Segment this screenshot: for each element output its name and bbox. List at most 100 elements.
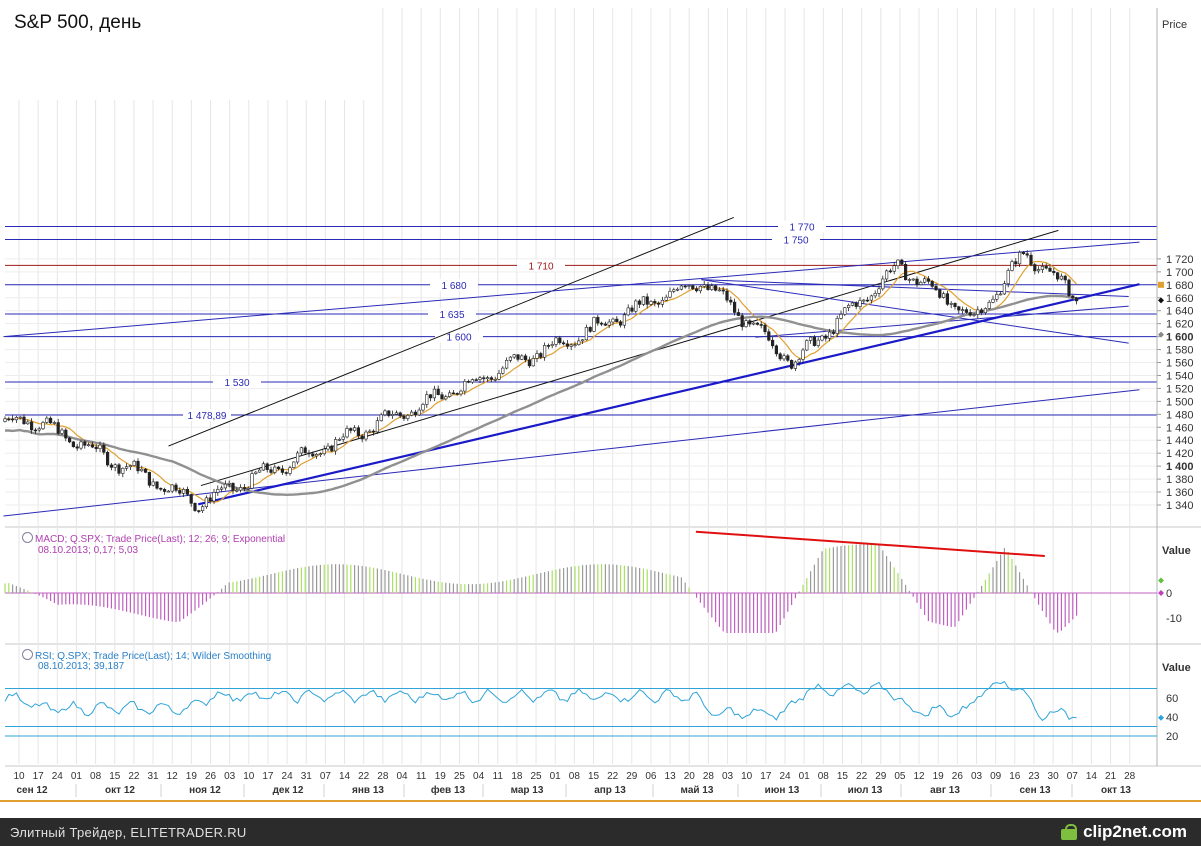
candle-body bbox=[1017, 252, 1022, 265]
y-tick-label: 1 720 bbox=[1166, 254, 1194, 266]
macd-legend-row: MACD; Q.SPX; Trade Price(Last); 12; 26; … bbox=[22, 532, 285, 545]
level-label: 1 750 bbox=[783, 235, 808, 246]
candle-body bbox=[877, 288, 881, 294]
candle-body bbox=[569, 344, 573, 347]
candle-body bbox=[922, 278, 927, 283]
candle-body bbox=[649, 301, 653, 305]
macd-signal-marker bbox=[1158, 577, 1164, 584]
x-day-label: 17 bbox=[262, 771, 274, 782]
candle-body bbox=[816, 339, 820, 346]
candle-body bbox=[208, 497, 212, 502]
candle-body bbox=[831, 331, 835, 334]
candle-body bbox=[900, 259, 904, 265]
candle-body bbox=[22, 416, 26, 425]
candle-body bbox=[33, 429, 37, 432]
candle-body bbox=[117, 464, 121, 474]
candle-body bbox=[125, 466, 129, 469]
candle-body bbox=[478, 377, 482, 380]
candle-body bbox=[1040, 266, 1044, 270]
rsi-y-tick-label: 20 bbox=[1166, 731, 1178, 743]
candle-body bbox=[375, 420, 380, 433]
clip2net-logo: clip2net.com bbox=[1060, 822, 1187, 842]
x-day-label: 15 bbox=[109, 771, 121, 782]
candle-body bbox=[220, 487, 224, 490]
candle-body bbox=[166, 490, 171, 493]
x-day-label: 03 bbox=[971, 771, 983, 782]
candle-body bbox=[307, 452, 311, 455]
candle-body bbox=[953, 303, 957, 308]
x-day-label: 22 bbox=[607, 771, 619, 782]
x-day-label: 08 bbox=[818, 771, 830, 782]
candle-body bbox=[197, 510, 201, 512]
long-channel-line-lower bbox=[3, 389, 1140, 517]
candle-body bbox=[273, 466, 277, 473]
level-label-bg bbox=[213, 375, 261, 388]
x-day-label: 25 bbox=[530, 771, 542, 782]
x-day-label: 31 bbox=[147, 771, 159, 782]
x-day-label: 07 bbox=[320, 771, 332, 782]
chart-title: S&P 500, день bbox=[14, 12, 142, 33]
candle-body bbox=[109, 464, 113, 468]
candle-body bbox=[884, 270, 889, 280]
candle-body bbox=[542, 345, 547, 358]
candle-body bbox=[656, 302, 661, 305]
y-tick-label: 1 380 bbox=[1166, 474, 1194, 486]
candle-body bbox=[634, 300, 638, 312]
x-day-label: 25 bbox=[454, 771, 466, 782]
candle-body bbox=[618, 321, 623, 326]
candle-body bbox=[938, 289, 942, 298]
x-day-label: 20 bbox=[684, 771, 696, 782]
candle-body bbox=[421, 404, 425, 411]
candle-body bbox=[1059, 275, 1063, 280]
rsi-readout: 08.10.2013; 39,187 bbox=[38, 661, 125, 672]
x-day-label: 03 bbox=[722, 771, 734, 782]
candle-body bbox=[345, 428, 349, 438]
x-day-label: 14 bbox=[1086, 771, 1098, 782]
candle-body bbox=[862, 299, 866, 302]
x-month-label: ноя 12 bbox=[189, 785, 221, 796]
candle-body bbox=[934, 286, 938, 291]
candle-body bbox=[257, 469, 262, 473]
candle-body bbox=[702, 284, 706, 287]
y-tick-label: 1 680 bbox=[1166, 280, 1194, 292]
candle-body bbox=[637, 300, 642, 305]
ma-slow-marker bbox=[1158, 331, 1164, 338]
candle-body bbox=[155, 481, 159, 489]
x-day-label: 12 bbox=[167, 771, 179, 782]
candle-body bbox=[516, 354, 520, 360]
candle-body bbox=[163, 489, 167, 492]
candle-body bbox=[45, 417, 49, 423]
candle-body bbox=[1071, 295, 1075, 298]
candle-body bbox=[265, 463, 269, 470]
y-tick-label: 1 360 bbox=[1166, 487, 1194, 499]
candle-body bbox=[398, 412, 402, 417]
candle-body bbox=[52, 422, 56, 424]
candle-body bbox=[979, 309, 984, 313]
candle-body bbox=[740, 315, 744, 328]
rsi-y-tick-label: 60 bbox=[1166, 693, 1178, 705]
candle-body bbox=[326, 445, 330, 450]
candle-body bbox=[83, 441, 87, 446]
candle-body bbox=[577, 340, 581, 345]
candle-body bbox=[1063, 275, 1067, 281]
candle-body bbox=[216, 488, 220, 493]
x-day-label: 14 bbox=[339, 771, 351, 782]
candle-body bbox=[87, 444, 91, 447]
candle-body bbox=[68, 437, 72, 443]
candle-body bbox=[314, 454, 319, 457]
candle-body bbox=[178, 490, 182, 494]
candle-body bbox=[368, 430, 372, 433]
x-day-label: 22 bbox=[358, 771, 370, 782]
candle-body bbox=[349, 428, 353, 431]
candle-body bbox=[827, 331, 832, 339]
candle-body bbox=[786, 355, 790, 361]
candle-body bbox=[121, 467, 125, 474]
candle-body bbox=[136, 460, 140, 472]
candle-body bbox=[930, 281, 934, 287]
x-day-label: 10 bbox=[243, 771, 255, 782]
macd-divergence-line bbox=[695, 530, 1045, 557]
candle-body bbox=[881, 278, 885, 290]
candle-body bbox=[846, 304, 851, 308]
x-day-label: 28 bbox=[377, 771, 389, 782]
candle-body bbox=[789, 360, 794, 369]
